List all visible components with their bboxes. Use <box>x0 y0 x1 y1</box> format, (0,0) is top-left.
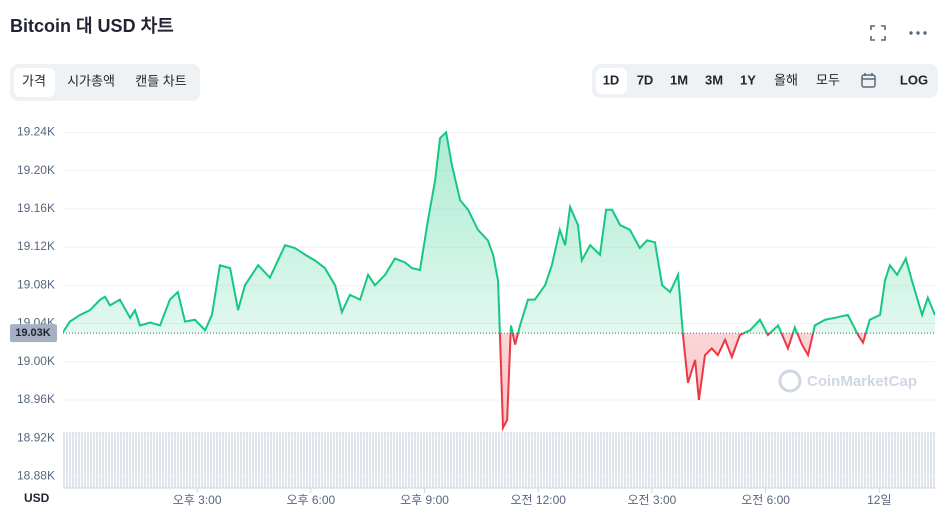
y-tick-label: 19.16K <box>17 201 55 215</box>
range-bar <box>592 64 938 98</box>
area-down <box>499 333 866 428</box>
watermark: CoinMarketCap <box>778 369 917 393</box>
chart-title: Bitcoin 대 USD 차트 <box>10 16 174 36</box>
baseline-label: 19.03K <box>15 327 51 339</box>
y-tick-label: 19.20K <box>17 163 55 177</box>
range-button[interactable]: 7D <box>637 72 654 87</box>
calendar-icon[interactable] <box>861 73 876 88</box>
volume-bars <box>63 432 935 488</box>
fullscreen-icon[interactable] <box>870 25 886 41</box>
y-axis-label: USD <box>24 491 50 505</box>
area-up <box>63 132 935 334</box>
price-line-down <box>498 333 867 432</box>
price-line-up <box>63 130 935 334</box>
range-button[interactable]: 1M <box>670 72 688 87</box>
y-tick-label: 19.08K <box>17 277 55 291</box>
range-button[interactable]: 1D <box>603 72 620 87</box>
x-tick-label: 12일 <box>867 493 891 507</box>
range-button[interactable]: 모두 <box>816 72 840 87</box>
y-tick-label: 19.12K <box>17 239 55 253</box>
tab-selected <box>14 68 55 97</box>
y-tick-label: 18.92K <box>17 430 55 444</box>
y-tick-label: 19.00K <box>17 354 55 368</box>
more-icon[interactable] <box>909 31 927 35</box>
y-tick-label: 18.96K <box>17 392 55 406</box>
watermark-text: CoinMarketCap <box>807 373 917 390</box>
tab[interactable]: 캔들 차트 <box>135 73 186 88</box>
x-tick-label: 오전 6:00 <box>741 493 790 507</box>
x-tick-label: 오후 6:00 <box>286 493 335 507</box>
x-tick-label: 오후 9:00 <box>400 493 449 507</box>
tab[interactable]: 가격 <box>22 73 46 88</box>
tab-bar <box>10 64 200 101</box>
x-tick-label: 오전 3:00 <box>628 493 677 507</box>
watermark-logo <box>778 369 802 393</box>
range-button[interactable]: 3M <box>705 72 723 87</box>
y-tick-label: 18.88K <box>17 469 55 483</box>
tab[interactable]: 시가총액 <box>67 73 115 88</box>
y-tick-label: 19.24K <box>17 125 55 139</box>
x-tick-label: 오전 12:00 <box>510 493 566 507</box>
range-button[interactable]: LOG <box>900 72 928 87</box>
range-button[interactable]: 올해 <box>774 72 798 87</box>
range-selected <box>596 68 627 94</box>
x-tick-label: 오후 3:00 <box>173 493 222 507</box>
range-button[interactable]: 1Y <box>740 72 756 87</box>
baseline-label-box <box>10 324 57 343</box>
